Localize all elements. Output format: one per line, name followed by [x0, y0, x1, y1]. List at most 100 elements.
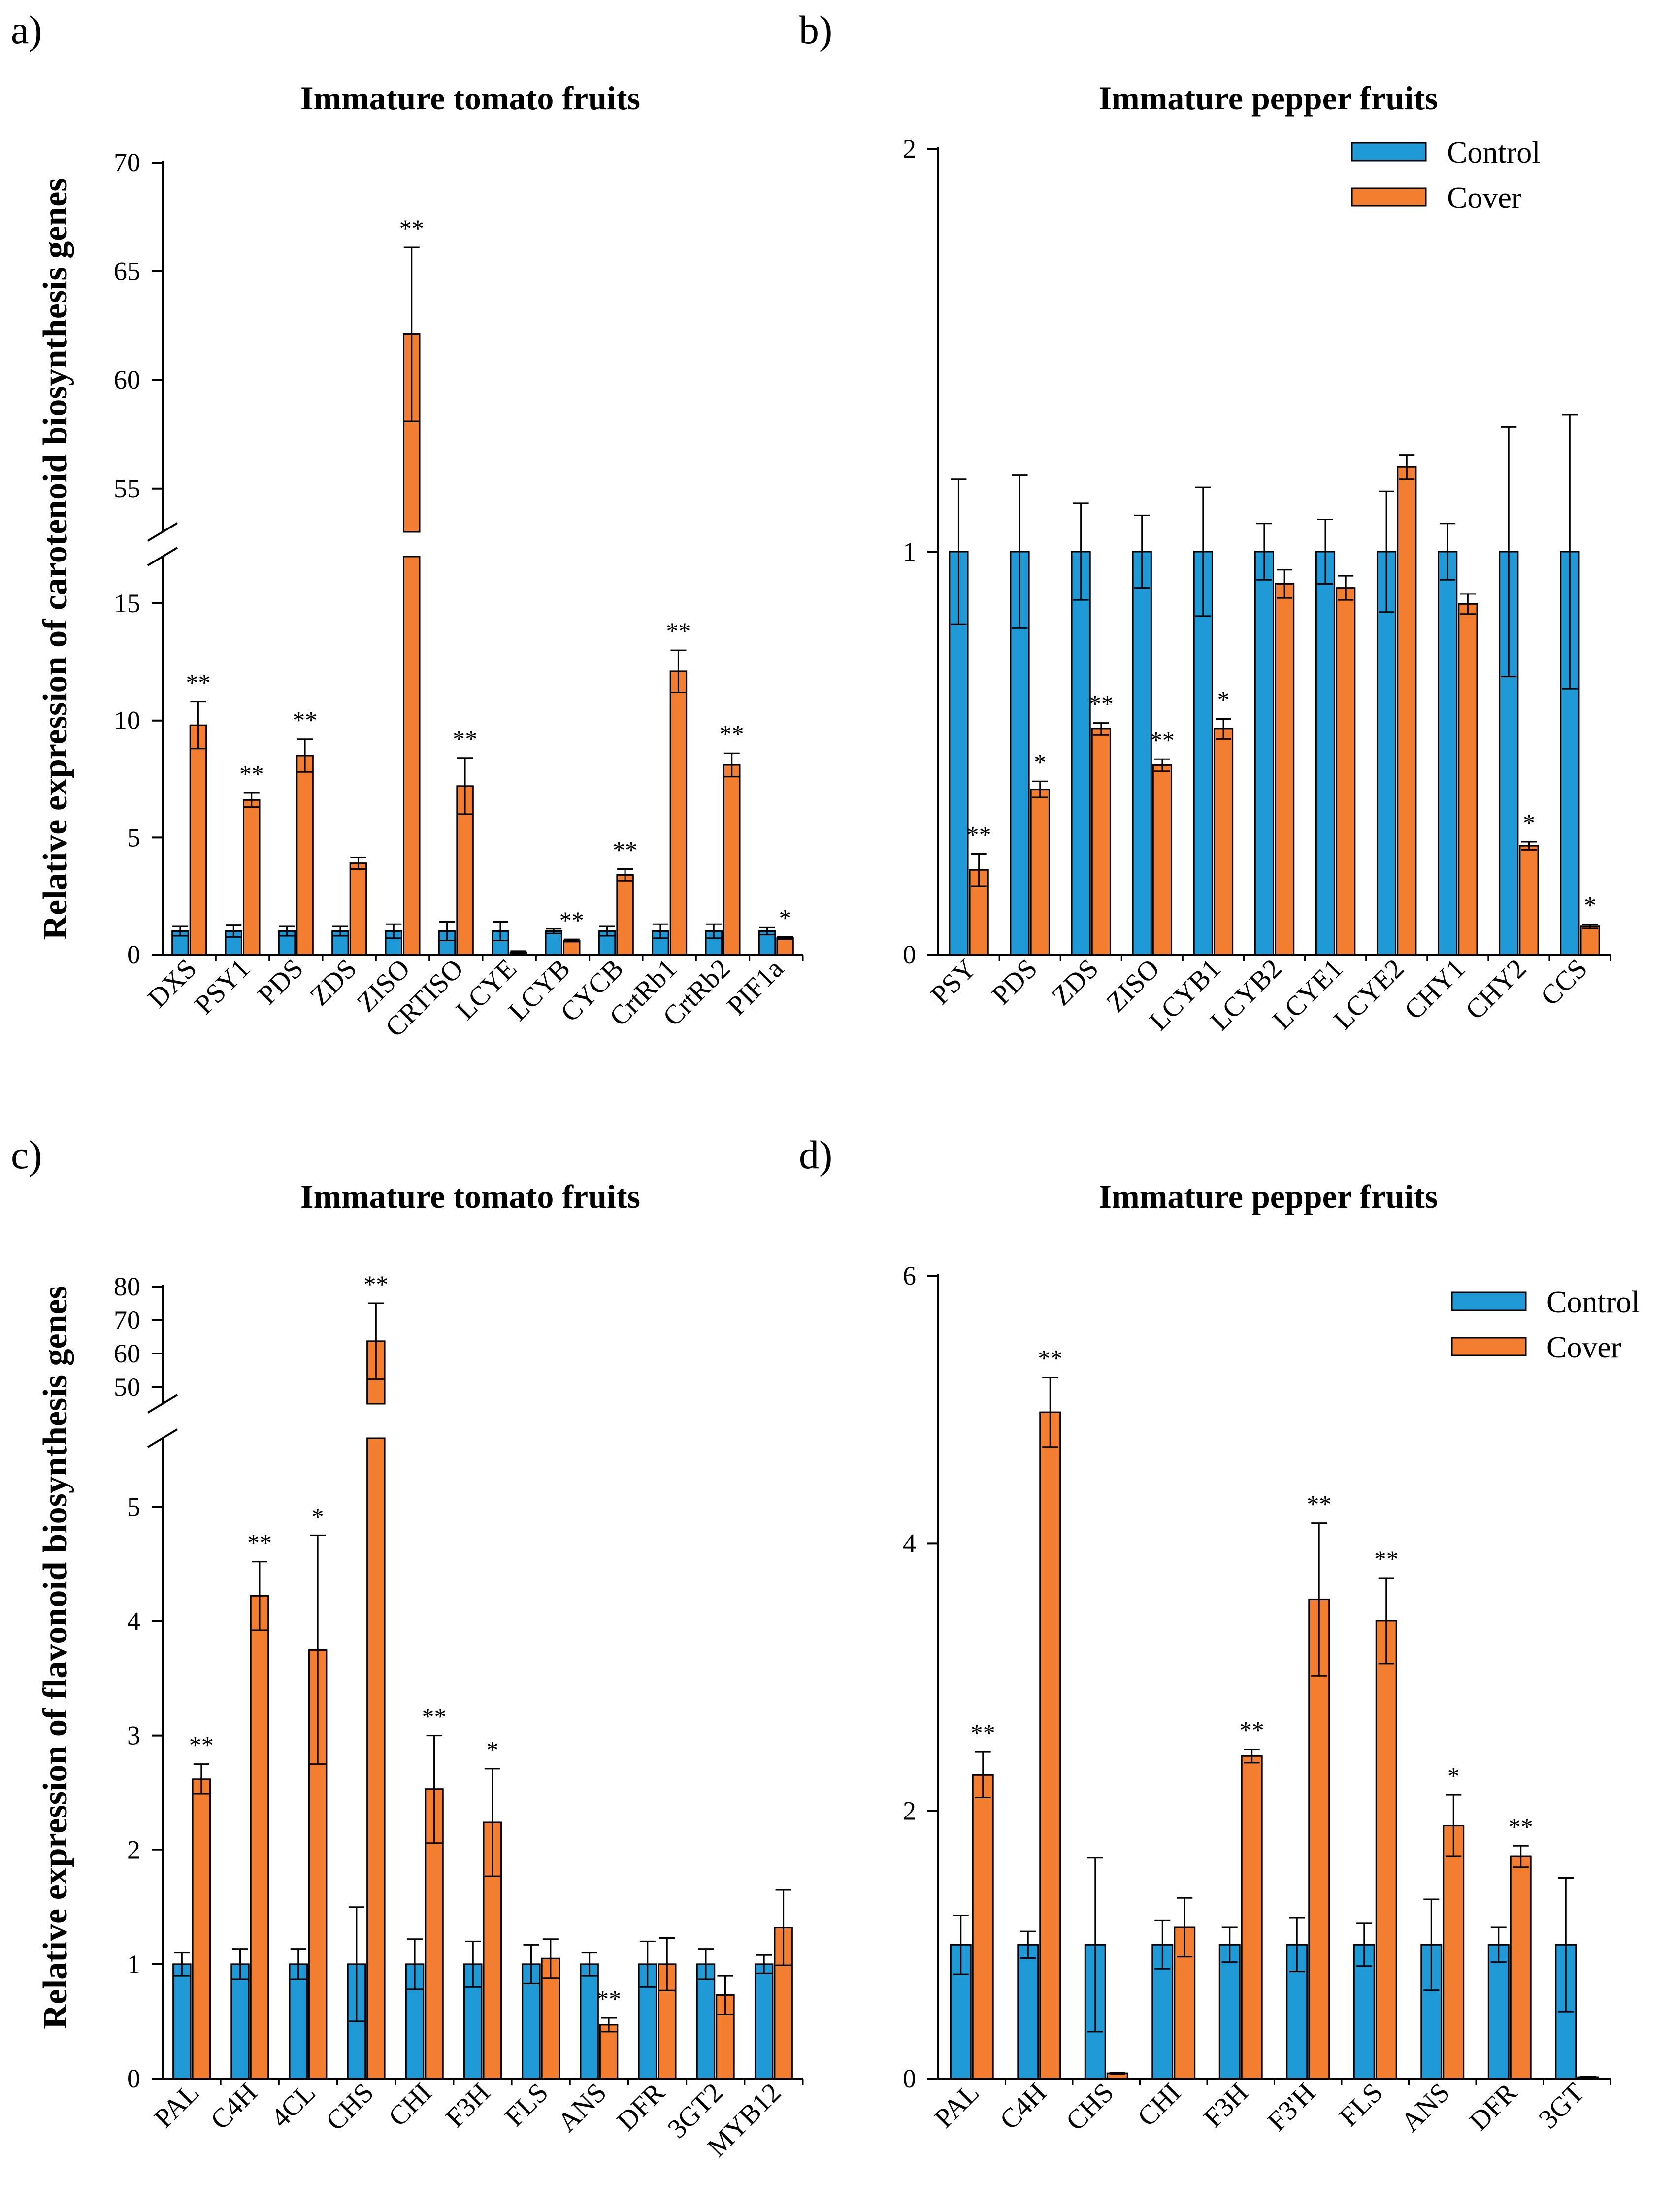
x-tick-label: F3'H	[1262, 2077, 1321, 2137]
y-tick-label: 1	[903, 537, 916, 566]
significance-marker: **	[189, 1731, 214, 1759]
bar-cover	[190, 725, 206, 955]
significance-marker: **	[1089, 690, 1114, 718]
y-tick-label: 70	[114, 1305, 140, 1335]
y-axis-label-flavonoid: Relative expression of flavonoid biosynt…	[36, 1286, 74, 2029]
x-tick-label: FLS	[499, 2077, 554, 2132]
legend-swatch-control	[1352, 143, 1426, 161]
bar-cover	[1511, 1856, 1531, 2079]
panel-letter-a: a)	[11, 7, 42, 52]
bar-cover	[367, 1438, 385, 2079]
significance-marker: **	[1150, 726, 1175, 754]
x-tick-label: F3H	[1198, 2077, 1254, 2133]
x-tick-label: CHI	[383, 2077, 438, 2132]
bar-cover	[1520, 846, 1538, 955]
x-tick-label: CHI	[1132, 2077, 1187, 2132]
bar-cover	[1398, 467, 1416, 955]
significance-marker: **	[399, 214, 424, 242]
y-tick-label: 3	[127, 1721, 140, 1750]
bar-cover	[1092, 729, 1110, 955]
bar-control	[581, 1964, 598, 2079]
bar-cover	[1031, 790, 1049, 955]
significance-marker: **	[1374, 1545, 1399, 1573]
x-tick-label: C4H	[205, 2077, 263, 2136]
x-tick-label: CHY2	[1460, 953, 1532, 1025]
x-tick-label: CCS	[1535, 953, 1593, 1012]
bar-cover	[1459, 604, 1477, 955]
y-tick-label: 2	[903, 1796, 916, 1826]
y-tick-label: 0	[127, 940, 140, 969]
x-tick-label: PIF1a	[722, 953, 790, 1022]
legend-d: Control Cover	[1452, 1286, 1640, 1364]
x-tick-label: DFR	[1464, 2077, 1523, 2137]
bar-control	[1255, 552, 1273, 955]
bar-control	[231, 1964, 249, 2079]
bar-control	[1439, 552, 1457, 955]
bar-cover	[564, 940, 580, 955]
significance-marker: *	[1447, 1762, 1460, 1789]
bar-control	[1072, 552, 1090, 955]
y-tick-label: 4	[903, 1528, 916, 1558]
x-tick-label: 3GT	[1533, 2077, 1590, 2134]
bar-cover	[1242, 1756, 1262, 2079]
legend-label-cover: Cover	[1447, 181, 1522, 215]
bar-control	[1316, 552, 1334, 955]
chart-b-plot: 012**PSY*PDS**ZDS**ZISO*LCYB1LCYB2LCYE1L…	[903, 134, 1611, 1037]
significance-marker: *	[1034, 748, 1046, 776]
y-tick-label: 15	[114, 589, 140, 618]
significance-marker: *	[312, 1502, 324, 1530]
x-tick-label: FLS	[1333, 2077, 1388, 2132]
chart-title-a: Immature tomato fruits	[300, 79, 640, 117]
panel-letter-b: b)	[799, 7, 832, 52]
y-tick-label: 0	[903, 2064, 916, 2093]
y-tick-label: 50	[114, 1372, 140, 1402]
x-tick-label: ZDS	[304, 953, 363, 1012]
bar-control	[173, 1964, 191, 2079]
bar-cover	[1214, 729, 1232, 955]
significance-marker: **	[666, 617, 691, 645]
bar-control	[546, 931, 562, 955]
significance-marker: **	[422, 1703, 447, 1730]
bar-cover	[1040, 1412, 1060, 2079]
bar-cover	[350, 863, 366, 955]
bar-cover	[617, 875, 633, 955]
panel-letter-d: d)	[799, 1132, 832, 1177]
y-tick-label: 55	[114, 474, 140, 503]
bar-cover	[670, 671, 687, 955]
bar-cover	[193, 1779, 210, 2079]
x-tick-label: PAL	[148, 2077, 205, 2134]
y-tick-label: 2	[127, 1835, 140, 1865]
significance-marker: **	[971, 1719, 995, 1747]
bar-cover	[1376, 1621, 1396, 2079]
x-tick-label: PSY1	[189, 953, 256, 1020]
significance-marker: *	[1217, 686, 1230, 713]
significance-marker: **	[293, 706, 317, 734]
bar-control	[697, 1964, 714, 2079]
x-tick-label: PDS	[252, 953, 309, 1010]
x-tick-label: ANS	[552, 2077, 612, 2138]
bar-cover	[244, 800, 260, 955]
bar-cover	[1581, 926, 1599, 955]
panel-letter-c: c)	[11, 1132, 42, 1177]
y-tick-label: 60	[114, 1339, 140, 1368]
x-tick-label: F3H	[440, 2077, 496, 2133]
x-tick-label: ZDS	[1046, 953, 1105, 1012]
x-tick-label: PSY	[925, 953, 982, 1010]
chart-d-plot: 0 2 4 6 ** PAL ** C4H CHS CHI ** F3H ** F3'H ** FLS * ANS…	[903, 1261, 1611, 2138]
chart-c-plot: 0 1 2 3 4 5 50 60 70 80 ** PAL ** C4H * 4CL ** CHS ** CHI * F…	[114, 1270, 803, 2163]
x-tick-label: CHS	[1060, 2077, 1120, 2137]
bar-cover	[1153, 765, 1171, 955]
significance-marker: *	[1584, 891, 1596, 919]
bar-control	[290, 1964, 307, 2079]
significance-marker: **	[239, 760, 264, 788]
legend-label-control: Control	[1447, 136, 1540, 169]
significance-marker: **	[1038, 1344, 1062, 1372]
significance-marker: **	[247, 1529, 272, 1556]
significance-marker: *	[1523, 809, 1535, 836]
y-tick-label: 1	[127, 1949, 140, 1979]
significance-marker: **	[453, 725, 477, 753]
legend-swatch-cover	[1452, 1338, 1526, 1355]
significance-marker: **	[720, 720, 744, 748]
x-tick-label: PDS	[986, 953, 1043, 1010]
x-tick-label: C4H	[994, 2077, 1052, 2136]
